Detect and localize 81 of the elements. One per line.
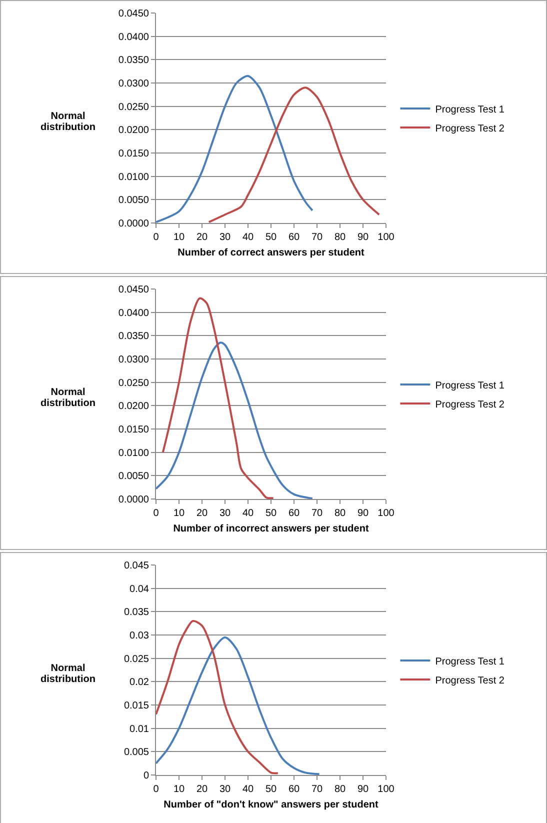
y-tick-label: 0.0400: [118, 308, 150, 319]
x-tick-label: 80: [334, 508, 346, 519]
y-tick-label: 0.01: [130, 724, 150, 735]
y-tick-label: 0.0350: [118, 55, 150, 66]
y-tick-label: 0.0150: [118, 148, 150, 160]
x-tick-label: 30: [219, 784, 231, 795]
x-tick-label: 60: [288, 232, 300, 243]
x-tick-label: 80: [334, 232, 346, 243]
x-tick-label: 10: [173, 232, 185, 243]
x-tick-label: 100: [378, 784, 395, 795]
y-tick-label: 0.005: [124, 747, 150, 758]
y-tick-label: 0.035: [124, 607, 150, 618]
y-tick-label: 0.0050: [118, 471, 150, 482]
x-tick-label: 100: [378, 508, 395, 519]
x-tick-label: 0: [153, 232, 160, 243]
x-tick-label: 0: [153, 784, 160, 795]
x-tick-label: 60: [288, 508, 300, 519]
line-series: [156, 342, 314, 499]
y-tick-label: 0.0450: [118, 284, 150, 296]
line-series: [156, 620, 279, 774]
y-tick-label: 0: [143, 770, 150, 782]
legend-label: Progress Test 2: [435, 675, 505, 686]
x-tick-label: 30: [219, 508, 231, 519]
x-tick-label: 90: [357, 784, 369, 795]
x-tick-label: 60: [288, 784, 300, 795]
x-tick-label: 20: [196, 232, 208, 243]
y-tick-label: 0.0300: [118, 354, 150, 366]
y-tick-label: 0.0400: [118, 32, 150, 43]
x-tick-label: 10: [173, 508, 185, 519]
x-tick-label: 20: [196, 784, 208, 795]
y-axis-title: Normal distribution: [40, 387, 96, 409]
y-tick-label: 0.0300: [118, 78, 150, 90]
x-tick-label: 0: [153, 508, 160, 519]
x-axis-title: Number of incorrect answers per student: [173, 524, 370, 534]
x-tick-label: 80: [334, 784, 346, 795]
x-tick-label: 50: [265, 784, 277, 795]
x-tick-label: 40: [242, 232, 254, 243]
y-tick-label: 0.0200: [118, 401, 150, 412]
y-tick-label: 0.025: [124, 654, 150, 665]
x-tick-label: 70: [311, 508, 323, 519]
legend-label: Progress Test 1: [435, 104, 505, 116]
legend-label: Progress Test 2: [435, 123, 505, 134]
x-tick-label: 40: [242, 508, 254, 519]
x-tick-label: 90: [357, 508, 369, 519]
x-tick-label: 70: [311, 784, 323, 795]
x-tick-label: 50: [265, 508, 277, 519]
line-series: [162, 297, 274, 499]
y-tick-label: 0.0000: [118, 218, 150, 230]
y-tick-label: 0.0450: [118, 8, 150, 20]
y-tick-label: 0.02: [130, 677, 150, 688]
x-tick-label: 90: [357, 232, 369, 243]
y-tick-label: 0.0250: [118, 102, 150, 113]
line-series: [208, 86, 380, 223]
legend-label: Progress Test 2: [435, 399, 505, 410]
y-tick-label: 0.0100: [118, 172, 150, 183]
y-tick-label: 0.0200: [118, 125, 150, 136]
x-tick-label: 30: [219, 232, 231, 243]
y-tick-label: 0.045: [124, 560, 150, 572]
y-tick-label: 0.0100: [118, 448, 150, 459]
legend-label: Progress Test 1: [435, 380, 505, 392]
y-axis-title: Normal distribution: [40, 663, 96, 685]
y-tick-label: 0.0150: [118, 424, 150, 436]
y-tick-label: 0.03: [130, 630, 150, 642]
y-tick-label: 0.0350: [118, 331, 150, 342]
y-tick-label: 0.04: [130, 584, 150, 595]
line-series: [156, 75, 314, 223]
y-tick-label: 0.0050: [118, 195, 150, 206]
x-tick-label: 20: [196, 508, 208, 519]
x-tick-label: 10: [173, 784, 185, 795]
x-tick-label: 50: [265, 232, 277, 243]
y-axis-title: Normal distribution: [40, 111, 96, 133]
x-axis-title: Number of "don't know" answers per student: [164, 800, 379, 810]
y-tick-label: 0.0000: [118, 494, 150, 506]
legend-label: Progress Test 1: [435, 656, 505, 668]
line-series: [156, 636, 320, 775]
y-tick-label: 0.015: [124, 700, 150, 712]
x-tick-label: 40: [242, 784, 254, 795]
x-axis-title: Number of correct answers per student: [178, 248, 366, 258]
y-tick-label: 0.0250: [118, 378, 150, 389]
x-tick-label: 100: [378, 232, 395, 243]
x-tick-label: 70: [311, 232, 323, 243]
